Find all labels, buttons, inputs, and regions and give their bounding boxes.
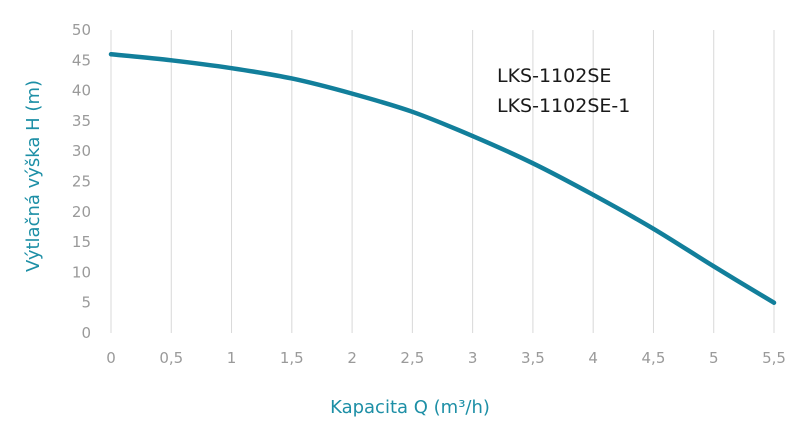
x-tick-label: 5,5 [762,349,786,367]
data-point-0-0 [109,52,113,57]
x-tick-label: 4 [588,349,598,367]
data-point-0-5 [410,109,415,114]
grid-lines [110,30,775,333]
data-point-0-10 [711,264,716,269]
y-tick-labels: 0 5 10 15 20 25 30 35 40 45 50 [72,21,91,342]
x-tick-label: 5 [709,349,719,367]
data-point-0-4 [350,91,355,96]
y-tick-label: 35 [72,112,91,130]
x-tick-label: 0,5 [159,349,183,367]
y-tick-label: 30 [72,142,91,160]
x-tick-label: 1,5 [280,349,304,367]
series-layer [108,51,777,305]
y-tick-label: 40 [72,82,91,100]
y-axis-title: Výtlačná výška H (m) [23,80,44,272]
series-line-0 [108,51,777,305]
y-tick-label: 15 [72,233,91,251]
x-tick-label: 3,5 [521,349,545,367]
y-tick-label: 20 [72,203,91,221]
data-point-0-11 [772,300,776,305]
annotation-model-1: LKS-1102SE [497,65,611,87]
annotation-model-2: LKS-1102SE-1 [497,95,630,117]
x-tick-label: 4,5 [642,349,666,367]
data-point-0-6 [470,134,475,139]
x-tick-label: 1 [227,349,237,367]
data-point-0-1 [169,58,174,63]
data-point-0-8 [591,192,596,197]
y-tick-label: 5 [81,294,91,312]
y-tick-label: 50 [72,21,91,39]
x-tick-label: 2 [347,349,357,367]
data-point-0-3 [289,76,294,81]
y-tick-label: 45 [72,51,91,69]
x-tick-label: 2,5 [400,349,424,367]
x-tick-label: 3 [468,349,478,367]
x-axis-title: Kapacita Q (m³/h) [330,397,490,418]
data-point-0-9 [651,226,656,231]
y-tick-label: 0 [81,324,91,342]
data-point-0-2 [229,66,234,71]
x-tick-label: 0 [106,349,116,367]
data-point-0-7 [530,161,535,166]
x-tick-labels: 0 0,5 1 1,5 2 2,5 3 3,5 4 4,5 5 5,5 [106,349,786,367]
y-tick-label: 25 [72,173,91,191]
y-tick-label: 10 [72,263,91,281]
